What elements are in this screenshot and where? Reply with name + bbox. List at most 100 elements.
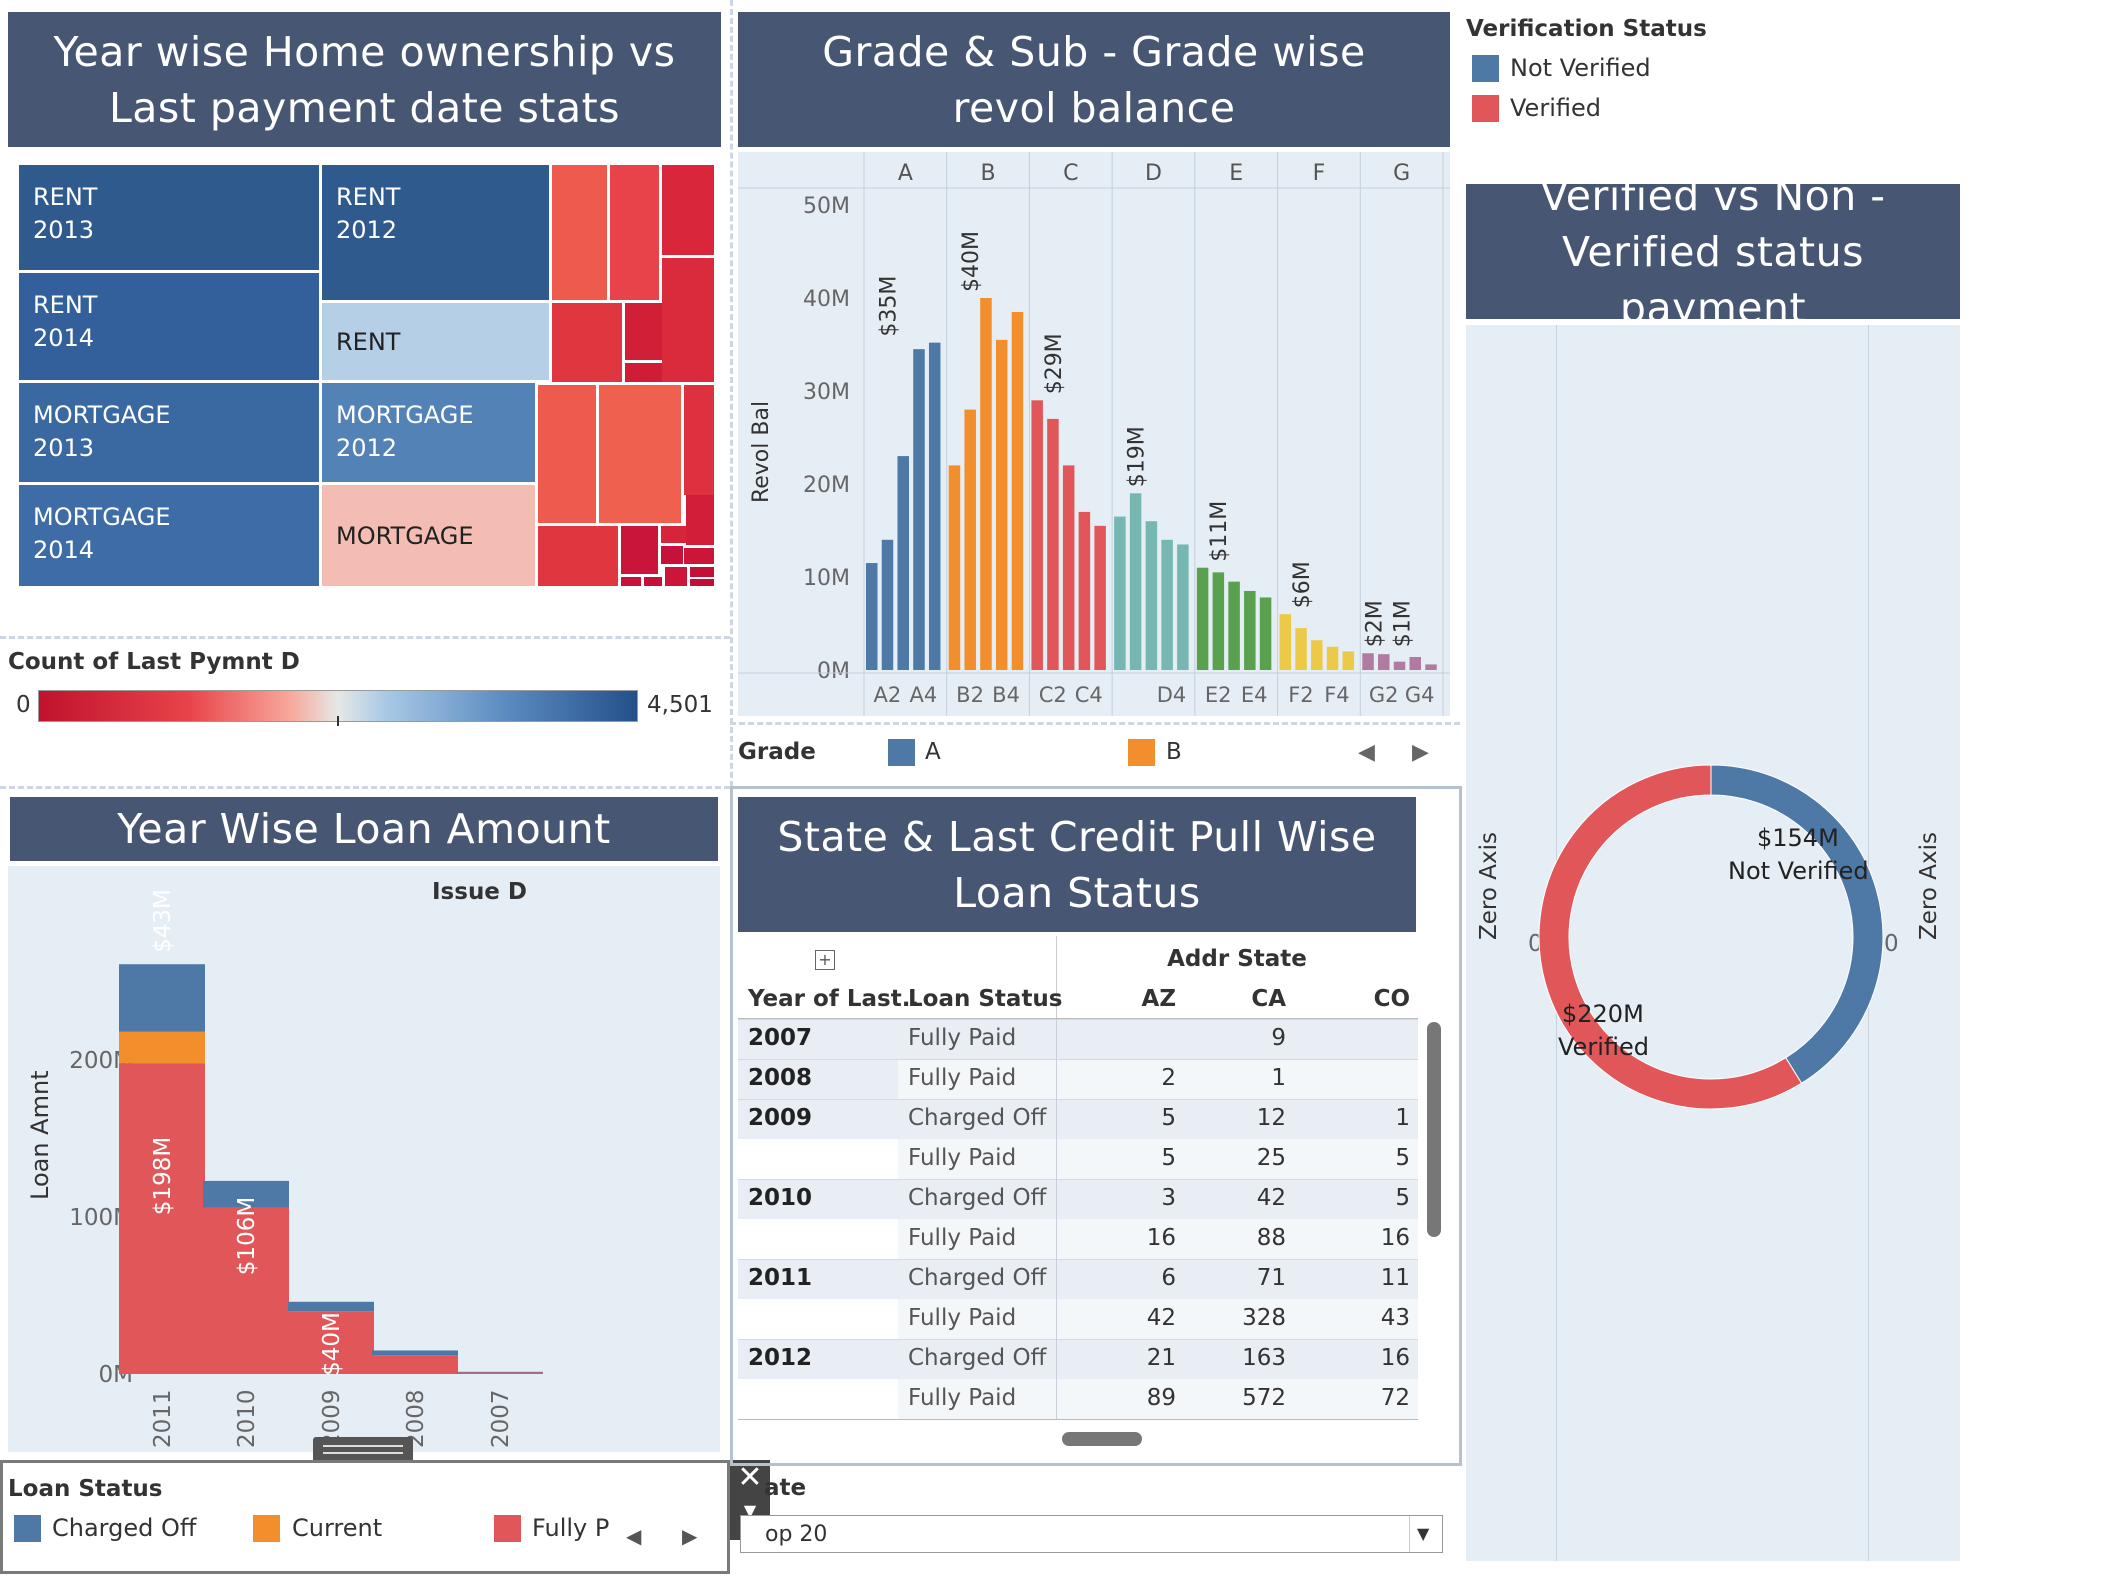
revol-bar[interactable] — [1409, 656, 1422, 670]
treemap-cell[interactable] — [625, 303, 662, 360]
table-row[interactable]: Fully Paid 89 572 72 — [738, 1379, 1418, 1419]
revol-bar[interactable] — [1062, 465, 1075, 670]
revol-bar[interactable] — [1047, 418, 1059, 670]
treemap[interactable]: RENT 2013 RENT 2012 RENT 2014 RENT MORTGAGE … — [19, 165, 714, 586]
revol-bar[interactable] — [897, 456, 909, 670]
treemap-cell[interactable] — [662, 165, 714, 255]
loan-legend-item-current[interactable]: Current — [292, 1514, 383, 1542]
treemap-cell[interactable] — [538, 526, 618, 586]
loan-bar-segment[interactable] — [288, 1301, 374, 1312]
resize-handle[interactable] — [313, 1437, 413, 1463]
revol-bar[interactable] — [1311, 640, 1323, 670]
revol-bar[interactable] — [1228, 581, 1240, 670]
loan-bar-segment[interactable] — [457, 1372, 543, 1374]
revol-bar[interactable] — [1244, 590, 1256, 670]
loan-bar-segment[interactable] — [119, 964, 205, 1032]
revol-bar[interactable] — [1011, 311, 1024, 670]
revol-bar[interactable] — [1378, 654, 1390, 670]
revol-bar[interactable] — [881, 539, 894, 670]
revol-bar[interactable] — [1425, 664, 1437, 670]
loan-bar-segment[interactable] — [119, 1063, 205, 1374]
revol-bar[interactable] — [1326, 646, 1339, 670]
treemap-cell[interactable]: RENT 2014 — [19, 273, 319, 380]
table-row[interactable]: 2008 Fully Paid 2 1 — [738, 1059, 1418, 1099]
table-row[interactable]: Fully Paid 42 328 43 — [738, 1299, 1418, 1339]
revol-bar[interactable] — [1259, 597, 1272, 670]
revol-bar[interactable] — [1145, 521, 1158, 670]
verify-donut[interactable] — [1536, 762, 1886, 1112]
revol-bar[interactable] — [1342, 651, 1355, 670]
filter-dropdown[interactable]: op 20 ▼ — [740, 1515, 1443, 1553]
legend-prev-icon[interactable]: ◀ — [626, 1524, 642, 1548]
legend-next-icon[interactable]: ▶ — [1412, 740, 1429, 765]
loan-bar-segment[interactable] — [372, 1355, 458, 1374]
revol-bar[interactable] — [1094, 525, 1106, 670]
treemap-cell[interactable]: RENT — [322, 303, 549, 380]
treemap-cell[interactable] — [599, 385, 681, 523]
expand-icon[interactable]: + — [815, 950, 835, 970]
revol-bar[interactable] — [995, 339, 1008, 670]
revol-bar[interactable] — [866, 563, 878, 670]
revol-bar[interactable] — [1362, 653, 1374, 670]
treemap-cell[interactable] — [665, 567, 687, 586]
treemap-cell[interactable] — [625, 363, 662, 382]
donut-slice[interactable] — [1538, 764, 1803, 1110]
legend-next-icon[interactable]: ▶ — [682, 1524, 698, 1548]
treemap-cell[interactable] — [621, 577, 641, 586]
revol-bar[interactable] — [1177, 544, 1189, 670]
loan-bar-segment[interactable] — [457, 1371, 543, 1373]
table-row[interactable]: 2007 Fully Paid 9 — [738, 1019, 1418, 1059]
table-row[interactable]: 2011 Charged Off 6 71 11 — [738, 1259, 1418, 1299]
loan-bar-segment[interactable] — [203, 1180, 289, 1208]
revol-bar[interactable] — [1078, 511, 1091, 670]
treemap-cell[interactable] — [690, 579, 714, 586]
chevron-down-icon[interactable]: ▼ — [1417, 1524, 1430, 1543]
treemap-cell[interactable]: MORTGAGE 2012 — [322, 383, 535, 482]
table-row[interactable]: 2012 Charged Off 21 163 16 — [738, 1339, 1418, 1379]
revol-bar[interactable] — [1031, 400, 1043, 670]
treemap-cell[interactable]: MORTGAGE — [322, 485, 535, 586]
revol-bar[interactable] — [1161, 539, 1173, 670]
treemap-cell[interactable] — [662, 258, 714, 382]
loan-bar-segment[interactable] — [203, 1207, 289, 1374]
loan-legend-item-fullypaid[interactable]: Fully P — [532, 1514, 610, 1542]
loan-legend-item-chargedoff[interactable]: Charged Off — [52, 1514, 197, 1542]
treemap-cell[interactable]: RENT 2012 — [322, 165, 549, 300]
grade-legend-item-a[interactable]: A — [925, 739, 941, 765]
revol-bar[interactable] — [1393, 661, 1406, 670]
verify-legend-item-v[interactable]: Verified — [1510, 94, 1601, 122]
legend-prev-icon[interactable]: ◀ — [1358, 740, 1375, 765]
treemap-cell[interactable] — [644, 577, 662, 586]
revol-bar[interactable] — [980, 298, 992, 670]
treemap-cell[interactable] — [684, 385, 714, 495]
revol-bar[interactable] — [1279, 614, 1292, 670]
revol-bar[interactable] — [928, 342, 941, 670]
treemap-cell[interactable]: RENT 2013 — [19, 165, 319, 270]
revol-bar[interactable] — [1196, 567, 1209, 670]
table-scrollbar-v[interactable] — [1427, 1022, 1441, 1237]
crosstab[interactable]: + Addr State Year of Last.. Loan Status AZ CA… — [738, 936, 1418, 1456]
treemap-cell[interactable] — [552, 165, 607, 300]
revol-bar[interactable] — [1295, 628, 1307, 670]
treemap-cell[interactable] — [661, 546, 683, 564]
revol-bar[interactable] — [1114, 516, 1126, 670]
table-scrollbar-h[interactable] — [1062, 1432, 1142, 1446]
revol-bar[interactable] — [948, 465, 961, 670]
table-row[interactable]: 2010 Charged Off 3 42 5 — [738, 1179, 1418, 1219]
revol-bar[interactable] — [1129, 493, 1142, 670]
treemap-cell[interactable]: MORTGAGE 2014 — [19, 485, 319, 586]
treemap-cell[interactable] — [684, 548, 714, 564]
treemap-cell[interactable] — [552, 303, 622, 382]
revol-bar[interactable] — [1212, 572, 1225, 670]
loan-bar-segment[interactable] — [119, 1031, 205, 1064]
grade-legend-item-b[interactable]: B — [1166, 739, 1182, 765]
treemap-cell[interactable]: MORTGAGE 2013 — [19, 383, 319, 482]
table-row[interactable]: 2009 Charged Off 5 12 1 — [738, 1099, 1418, 1139]
revol-bar[interactable] — [964, 409, 976, 670]
loan-bar-segment[interactable] — [372, 1350, 458, 1356]
verify-legend-item-nv[interactable]: Not Verified — [1510, 54, 1651, 82]
loan-bar-segment[interactable] — [288, 1311, 374, 1374]
treemap-cell[interactable] — [686, 495, 714, 545]
donut-slice[interactable] — [1710, 764, 1884, 1084]
